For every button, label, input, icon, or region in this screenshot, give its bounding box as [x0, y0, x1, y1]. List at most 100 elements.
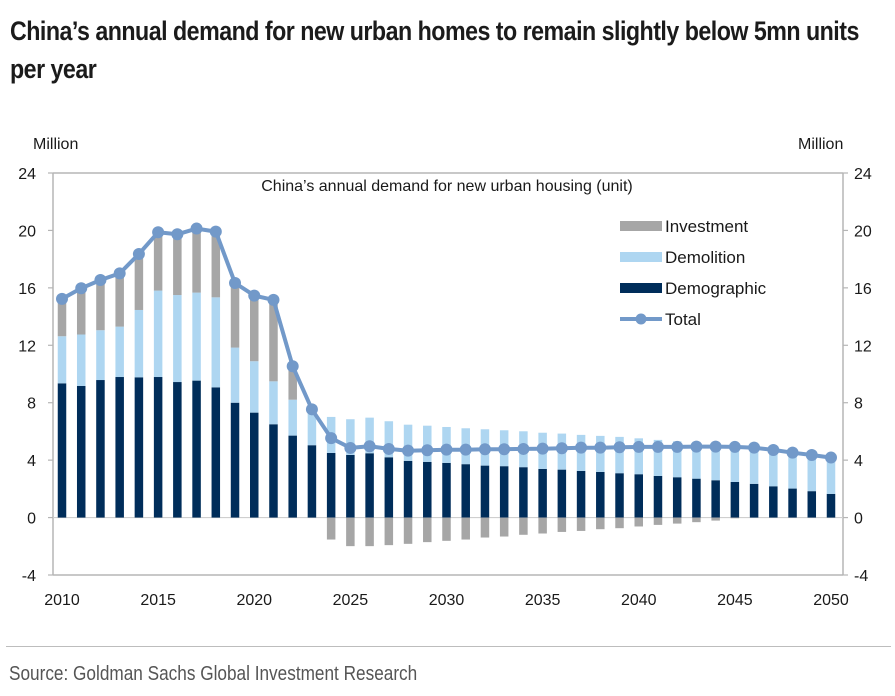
bar-demographic — [461, 464, 470, 518]
bar-demolition — [211, 297, 221, 388]
bar-demolition — [692, 442, 701, 479]
bar-investment-negative — [692, 517, 701, 523]
x-tick-label: 2015 — [140, 592, 176, 609]
bar-investment-negative — [538, 517, 547, 534]
bar-demographic — [576, 470, 586, 518]
bar-demolition — [730, 445, 740, 482]
total-point — [94, 273, 107, 286]
bar-investment-negative — [499, 517, 509, 537]
bar-investment — [173, 234, 182, 296]
bar-demographic — [269, 424, 278, 518]
bar-demolition — [250, 361, 259, 413]
total-point — [152, 226, 165, 239]
total-point — [344, 441, 357, 454]
x-tick-label: 2030 — [429, 592, 465, 609]
bar-investment-negative — [711, 517, 720, 521]
total-point — [498, 443, 511, 456]
x-tick-label: 2020 — [236, 592, 272, 609]
right-y-tick-label: 8 — [854, 396, 863, 413]
bar-demographic — [442, 462, 451, 518]
bar-demographic — [403, 460, 413, 518]
bar-demolition — [76, 334, 86, 386]
bar-demographic — [384, 457, 394, 518]
chart-title: China’s annual demand for new urban hous… — [261, 178, 633, 195]
total-point — [402, 444, 415, 457]
bar-demolition — [288, 399, 297, 436]
bar-demolition — [788, 452, 797, 489]
legend-label-total: Total — [665, 310, 701, 329]
bar-demographic — [730, 481, 740, 518]
total-point — [75, 282, 88, 295]
right-y-tick-label: 0 — [854, 511, 863, 528]
bars-layer — [57, 228, 836, 547]
legend-label-demolition: Demolition — [665, 248, 745, 267]
left-y-tick-label: 0 — [27, 511, 36, 528]
bar-demolition — [134, 309, 144, 378]
legend-swatch-demolition — [620, 252, 662, 262]
right-y-tick-label: 16 — [854, 281, 872, 298]
left-y-tick-label: 12 — [18, 338, 36, 355]
bar-demolition — [769, 449, 778, 487]
total-point — [517, 442, 530, 455]
bar-demolition — [423, 425, 432, 462]
bar-demolition — [307, 410, 317, 446]
x-tick-label: 2040 — [621, 592, 657, 609]
bar-investment — [153, 232, 163, 291]
bar-investment-negative — [480, 517, 490, 538]
bar-demographic — [788, 488, 797, 518]
bar-investment-negative — [326, 517, 336, 540]
bar-demolition — [173, 295, 182, 383]
bar-demographic — [173, 382, 182, 518]
right-axis-unit-label: Million — [798, 136, 844, 153]
bar-demolition — [634, 438, 643, 475]
right-y-tick-label: -4 — [854, 568, 868, 585]
x-tick-label: 2025 — [333, 592, 369, 609]
bar-investment — [96, 279, 105, 331]
bar-demolition — [269, 381, 278, 425]
bar-demographic — [423, 461, 432, 518]
total-point — [325, 432, 338, 445]
bar-investment-negative — [519, 517, 528, 535]
bar-investment-negative — [730, 517, 740, 519]
bar-demographic — [153, 377, 163, 518]
total-point — [363, 440, 376, 453]
bar-demographic — [250, 412, 259, 518]
bar-demolition — [711, 443, 720, 481]
bar-demographic — [480, 465, 490, 518]
total-point — [786, 446, 799, 459]
bar-investment — [250, 295, 259, 362]
bar-investment-negative — [576, 517, 586, 531]
bar-demographic — [749, 483, 759, 518]
bar-demographic — [192, 380, 201, 518]
bar-demographic — [230, 402, 240, 518]
total-point — [805, 448, 818, 461]
total-point — [690, 440, 703, 453]
bar-demographic — [76, 385, 86, 518]
bar-investment — [192, 228, 201, 293]
source-divider — [6, 646, 891, 647]
bar-demolition — [115, 326, 124, 378]
bar-investment-negative — [365, 517, 374, 547]
total-line-layer — [56, 222, 837, 464]
total-point — [748, 441, 761, 454]
bar-investment-negative — [596, 517, 605, 530]
right-y-tick-label: 24 — [854, 166, 872, 183]
total-point — [575, 441, 588, 454]
left-y-tick-label: 16 — [18, 281, 36, 298]
legend-marker-total — [635, 313, 647, 325]
total-point — [459, 443, 472, 456]
bar-demographic — [57, 383, 67, 518]
bar-demographic — [211, 387, 221, 518]
bar-demographic — [596, 471, 605, 518]
bar-demographic — [326, 452, 336, 518]
x-tick-label: 2045 — [717, 592, 753, 609]
total-point — [171, 228, 184, 241]
bar-investment — [57, 298, 67, 337]
bar-demographic — [288, 435, 297, 518]
total-point — [305, 403, 318, 416]
total-point — [440, 443, 453, 456]
bar-demographic — [557, 469, 567, 518]
bar-investment-negative — [403, 517, 413, 544]
